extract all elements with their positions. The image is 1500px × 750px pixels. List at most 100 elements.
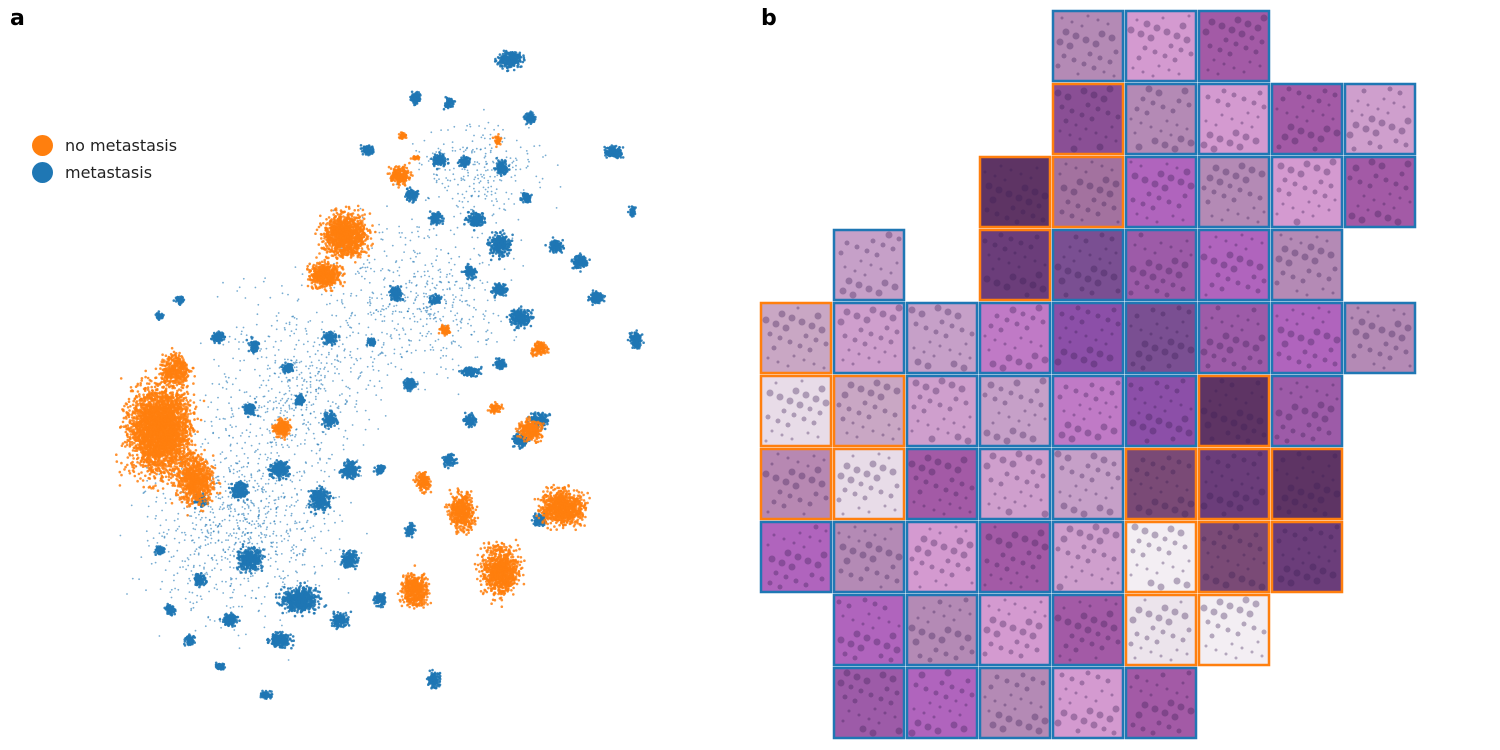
cluster-metastasis — [153, 545, 166, 556]
cluster-metastasis — [456, 154, 472, 169]
tile-no-metastasis — [832, 447, 906, 521]
tile-metastasis — [978, 520, 1052, 594]
cluster-no-metastasis — [437, 323, 452, 337]
tile-metastasis — [1197, 155, 1271, 229]
tile-no-metastasis — [978, 155, 1052, 229]
cluster-metastasis — [372, 464, 387, 476]
tile-metastasis — [905, 593, 979, 667]
tile-metastasis — [1197, 9, 1271, 83]
cluster-metastasis — [183, 633, 197, 647]
tile-no-metastasis — [1051, 82, 1125, 156]
tile-metastasis — [978, 447, 1052, 521]
cluster-metastasis — [339, 549, 361, 571]
tile-metastasis — [1051, 228, 1125, 302]
cluster-no-metastasis — [397, 131, 408, 140]
cluster-metastasis — [235, 543, 267, 575]
cluster-metastasis — [280, 361, 295, 375]
tile-no-metastasis — [1197, 520, 1271, 594]
tile-no-metastasis — [1270, 447, 1344, 521]
cluster-metastasis — [462, 411, 478, 429]
cluster-no-metastasis — [271, 416, 293, 441]
cluster-metastasis — [570, 252, 591, 273]
tile-metastasis — [1051, 666, 1125, 740]
cluster-metastasis — [489, 282, 509, 299]
tile-metastasis — [905, 520, 979, 594]
tile-no-metastasis — [759, 374, 833, 448]
tile-metastasis — [1270, 374, 1344, 448]
tile-metastasis — [978, 301, 1052, 375]
tile-metastasis — [978, 593, 1052, 667]
tile-metastasis — [905, 447, 979, 521]
tile-metastasis — [978, 374, 1052, 448]
cluster-metastasis — [428, 292, 443, 306]
cluster-metastasis — [519, 191, 533, 204]
cluster-no-metastasis — [514, 415, 545, 445]
panel-a-label: a — [10, 6, 25, 31]
tile-metastasis — [1343, 301, 1417, 375]
tile-metastasis — [905, 666, 979, 740]
tile-metastasis — [1124, 666, 1198, 740]
tile-metastasis — [832, 301, 906, 375]
cluster-metastasis — [388, 284, 405, 303]
tile-no-metastasis — [1124, 520, 1198, 594]
tile-metastasis — [1051, 520, 1125, 594]
tile-no-metastasis — [1124, 593, 1198, 667]
cluster-no-metastasis — [412, 470, 433, 495]
tile-metastasis — [1270, 301, 1344, 375]
tile-metastasis — [1124, 9, 1198, 83]
cluster-metastasis — [372, 591, 387, 609]
cluster-metastasis — [493, 49, 526, 73]
cluster-metastasis — [294, 392, 307, 407]
cluster-no-metastasis — [306, 256, 346, 293]
tile-metastasis — [1124, 374, 1198, 448]
tile-metastasis — [1343, 155, 1417, 229]
cluster-metastasis — [430, 151, 450, 171]
legend-label: no metastasis — [65, 136, 177, 155]
tile-metastasis — [832, 228, 906, 302]
cluster-metastasis — [587, 289, 607, 307]
cluster-metastasis — [463, 210, 487, 232]
cluster-metastasis — [307, 484, 335, 516]
tile-metastasis — [1051, 9, 1125, 83]
cluster-metastasis — [458, 365, 483, 378]
cluster-no-metastasis — [409, 154, 421, 161]
cluster-no-metastasis — [314, 204, 377, 265]
cluster-metastasis — [214, 661, 227, 671]
cluster-metastasis — [442, 95, 457, 111]
cluster-metastasis — [409, 90, 422, 107]
cluster-metastasis — [320, 409, 340, 431]
tile-metastasis — [1270, 155, 1344, 229]
tile-metastasis — [1124, 155, 1198, 229]
tile-no-metastasis — [1197, 447, 1271, 521]
cluster-metastasis — [486, 229, 514, 262]
cluster-metastasis — [245, 335, 261, 354]
cluster-metastasis — [154, 310, 165, 322]
tile-no-metastasis — [1197, 593, 1271, 667]
cluster-no-metastasis — [530, 340, 550, 358]
tile-no-metastasis — [1270, 520, 1344, 594]
cluster-metastasis — [427, 210, 445, 227]
legend-marker-metastasis — [32, 162, 53, 183]
legend: no metastasis metastasis — [32, 132, 177, 186]
cluster-no-metastasis — [115, 369, 206, 493]
tile-metastasis — [1270, 82, 1344, 156]
cluster-metastasis — [218, 611, 241, 628]
tile-metastasis — [1051, 447, 1125, 521]
legend-item-no-metastasis: no metastasis — [32, 132, 177, 159]
tile-metastasis — [905, 301, 979, 375]
tsne-scatter-plot — [115, 49, 645, 700]
tile-metastasis — [1343, 82, 1417, 156]
cluster-metastasis — [505, 305, 535, 332]
cluster-metastasis — [338, 458, 362, 481]
cluster-metastasis — [259, 689, 274, 700]
tile-no-metastasis — [759, 447, 833, 521]
tile-metastasis — [832, 593, 906, 667]
cluster-metastasis — [266, 630, 296, 650]
cluster-metastasis — [210, 330, 227, 345]
tile-metastasis — [1051, 301, 1125, 375]
cluster-metastasis — [626, 329, 645, 350]
panel-b-label: b — [761, 6, 777, 31]
cluster-no-metastasis — [386, 161, 414, 189]
tile-metastasis — [1124, 228, 1198, 302]
cluster-metastasis — [179, 263, 403, 499]
